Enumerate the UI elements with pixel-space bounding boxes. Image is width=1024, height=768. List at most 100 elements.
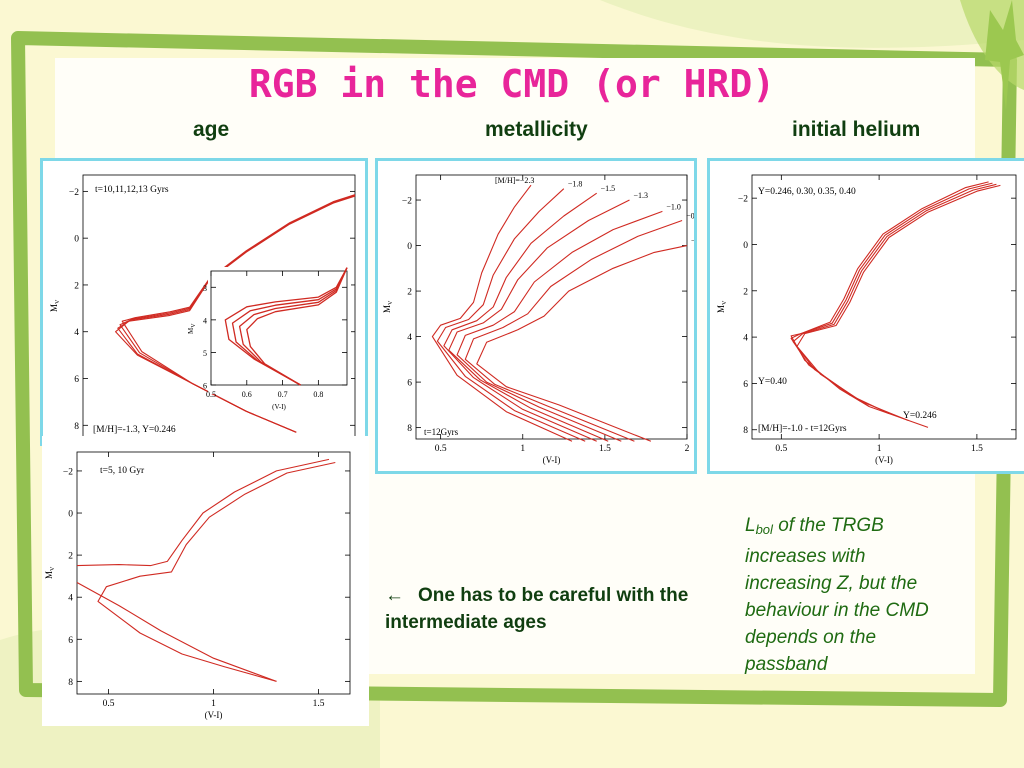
x-tick-label-undefined-0: 0.5 (206, 390, 216, 399)
series-line-undefined-3 (121, 194, 356, 433)
series-line-undefined-0 (224, 267, 348, 386)
series-line-undefined-3 (246, 267, 348, 386)
series-line-undefined-5 (464, 219, 683, 442)
x-axis-label-undefined: (V-I) (272, 403, 286, 411)
series-line-undefined-1 (231, 267, 348, 386)
y-tick-label-undefined-5: 8 (407, 424, 412, 434)
y-tick-label-undefined-2: 2 (74, 281, 79, 291)
y-tick-label-undefined-3: 4 (68, 594, 73, 604)
series-label-met-1: −1.8 (568, 180, 583, 189)
plot-helium: 0.5 1 1.5 −2 0 2 4 6 8 (V-I) MV Y=0.246, 0.30, 0.3… (707, 158, 1024, 474)
x-tick-label-undefined-2: 1.5 (313, 699, 325, 709)
note-right-sub: bol (755, 522, 773, 537)
y-tick-label-undefined-3: 4 (407, 333, 412, 343)
y-tick-label-undefined-1: 4 (203, 316, 207, 325)
y-tick-label-undefined-4: 6 (407, 379, 412, 389)
y-axis-label-undefined: MV (716, 300, 728, 313)
note-right-L: L (745, 515, 756, 536)
series-line-undefined-1 (792, 183, 997, 422)
x-tick-label-undefined-2: 1.5 (971, 444, 983, 454)
plot-frame-undefined (415, 174, 688, 440)
heading-metallicity: metallicity (485, 118, 588, 141)
series-line-undefined-6 (476, 245, 688, 442)
series-label-met-3: −1.3 (634, 191, 649, 200)
series-label-met-4: −1.0 (666, 202, 681, 211)
series-label-met-2: −1.5 (601, 184, 616, 193)
x-axis-label-undefined: (V-I) (875, 455, 893, 465)
y-tick-label-undefined-2: 2 (407, 288, 412, 298)
y-axis-label-undefined: MV (49, 299, 61, 312)
series-line-undefined-3 (448, 199, 630, 442)
series-label-met-0: [M/H]=−2.3 (495, 176, 534, 185)
x-axis-label-undefined: (V-I) (543, 455, 561, 465)
slide-title: RGB in the CMD (or HRD) (248, 62, 776, 106)
x-tick-label-undefined-1: 1 (877, 444, 882, 454)
plot-metallicity: 0.5 1 1.5 2 −2 0 2 4 6 8 (V-I) MV t=12Gyrs [M/H]=−2… (375, 158, 706, 474)
x-tick-label-undefined-2: 0.7 (278, 390, 288, 399)
plot-intermediate-ages: 0.5 1 1.5 −2 0 2 4 6 8 (V-I) MV t=5, 10 Gyr (42, 436, 369, 726)
y-tick-label-undefined-3: 6 (203, 382, 207, 391)
annotation-he-y40: Y=0.40 (758, 377, 787, 387)
plot-frame-undefined (751, 174, 1017, 440)
series-line-undefined-0 (431, 184, 573, 442)
y-tick-label-undefined-5: 8 (74, 422, 79, 432)
series-line-undefined-1 (97, 461, 336, 682)
heading-helium: initial helium (792, 118, 921, 141)
y-tick-label-undefined-4: 6 (68, 636, 73, 646)
heading-age: age (193, 118, 230, 141)
series-label-met-6: −0.3 (691, 237, 694, 246)
y-tick-label-undefined-0: −2 (69, 188, 79, 198)
note-right-text: of the TRGB increases with increasing Z,… (745, 515, 929, 675)
note-trgb: Lbol of the TRGB increases with increasi… (745, 512, 945, 678)
series-line-undefined-2 (238, 267, 348, 386)
y-tick-label-undefined-0: −2 (63, 467, 73, 477)
series-line-undefined-4 (456, 210, 663, 442)
x-tick-label-undefined-1: 1 (211, 699, 216, 709)
series-label-met-5: −0.7 (686, 212, 694, 221)
y-axis-label-undefined: MV (187, 323, 197, 334)
annotation-he-params: [M/H]=-1.0 - t=12Gyrs (758, 424, 847, 434)
annotation-he-y246: Y=0.246 (903, 411, 937, 421)
y-tick-label-undefined-5: 8 (743, 426, 748, 436)
series-line-undefined-3 (790, 181, 989, 408)
y-tick-label-undefined-2: 5 (203, 349, 207, 358)
y-tick-label-undefined-3: 4 (74, 328, 79, 338)
y-axis-label-undefined: MV (382, 300, 394, 313)
series-line-undefined-0 (796, 184, 1001, 428)
x-tick-label-undefined-0: 0.5 (435, 444, 447, 454)
x-tick-label-undefined-0: 0.5 (103, 699, 115, 709)
left-arrow-icon: ← (385, 585, 404, 606)
y-tick-label-undefined-0: −2 (738, 195, 748, 205)
x-tick-label-undefined-1: 0.6 (242, 390, 252, 399)
series-line-undefined-0 (76, 458, 330, 567)
annotation-he-values: Y=0.246, 0.30, 0.35, 0.40 (758, 187, 856, 197)
note-left-text: One has to be careful with the intermedi… (385, 585, 689, 633)
y-tick-label-undefined-4: 6 (74, 375, 79, 385)
annotation-met-time: t=12Gyrs (424, 427, 459, 437)
x-tick-label-undefined-0: 0.5 (775, 444, 787, 454)
x-tick-label-undefined-1: 1 (520, 444, 525, 454)
series-line-undefined-2 (76, 582, 277, 682)
x-axis-label-undefined: (V-I) (205, 710, 223, 720)
y-tick-label-undefined-4: 6 (743, 380, 748, 390)
annotation-inter-times: t=5, 10 Gyr (100, 466, 145, 476)
y-tick-label-undefined-5: 8 (68, 678, 73, 688)
y-tick-label-undefined-2: 2 (743, 287, 748, 297)
y-tick-label-undefined-1: 0 (68, 510, 73, 520)
y-tick-label-undefined-1: 0 (743, 241, 748, 251)
y-tick-label-undefined-2: 2 (68, 552, 73, 562)
series-line-undefined-2 (790, 182, 993, 414)
y-tick-label-undefined-3: 4 (743, 334, 748, 344)
x-tick-label-undefined-2: 1.5 (599, 444, 611, 454)
y-axis-label-undefined: MV (44, 566, 56, 579)
annotation-age-times: t=10,11,12,13 Gyrs (95, 185, 169, 195)
plot-frame-undefined (210, 270, 348, 386)
y-tick-label-undefined-0: 3 (203, 284, 207, 293)
y-tick-label-undefined-1: 0 (74, 235, 79, 245)
y-tick-label-undefined-1: 0 (407, 242, 412, 252)
series-line-undefined-2 (443, 192, 598, 442)
series-line-undefined-1 (436, 188, 586, 442)
x-tick-label-undefined-3: 0.8 (313, 390, 323, 399)
plot-age: −2 0 2 4 6 8 MV t=10,11,12,13 Gyrs [M/H]=-1.3,… (40, 158, 368, 446)
y-tick-label-undefined-0: −2 (402, 197, 412, 207)
